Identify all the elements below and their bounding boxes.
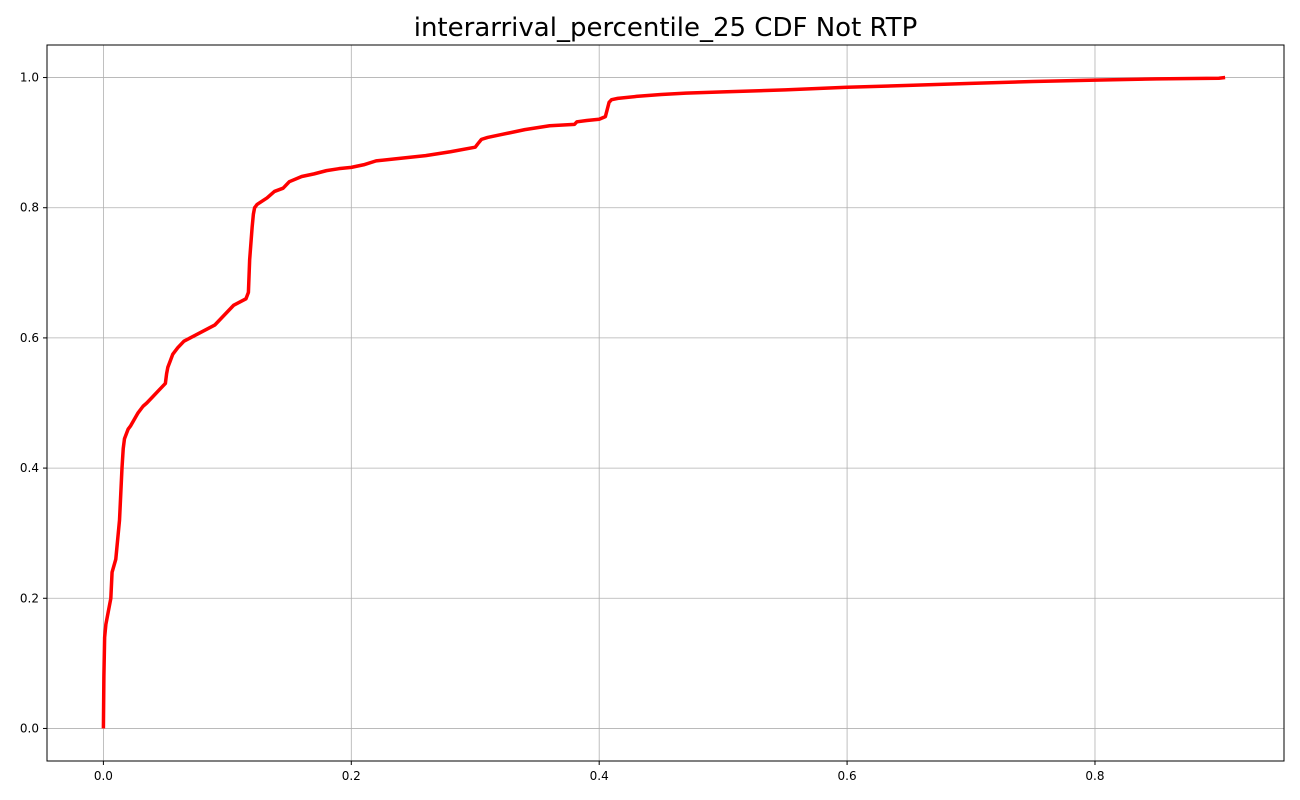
y-tick-label: 0.8 [20, 201, 39, 215]
x-tick-label: 0.8 [1085, 769, 1104, 783]
x-tick-label: 0.0 [94, 769, 113, 783]
y-tick-label: 1.0 [20, 71, 39, 85]
x-tick-label: 0.6 [838, 769, 857, 783]
y-axis: 0.0 0.2 0.4 0.6 0.8 1.0 [20, 71, 47, 735]
y-tick-label: 0.6 [20, 331, 39, 345]
chart-title: interarrival_percentile_25 CDF Not RTP [414, 13, 918, 43]
grid [47, 45, 1284, 761]
x-tick-label: 0.2 [342, 769, 361, 783]
series-layer [101, 75, 1226, 729]
plot-area-frame [46, 44, 1285, 762]
y-tick-label: 0.4 [20, 461, 39, 475]
y-tick-label: 0.0 [20, 721, 39, 735]
series-line-cdf [101, 75, 1226, 729]
x-tick-label: 0.4 [590, 769, 609, 783]
y-tick-label: 0.2 [20, 591, 39, 605]
x-axis: 0.0 0.2 0.4 0.6 0.8 [94, 761, 1105, 783]
